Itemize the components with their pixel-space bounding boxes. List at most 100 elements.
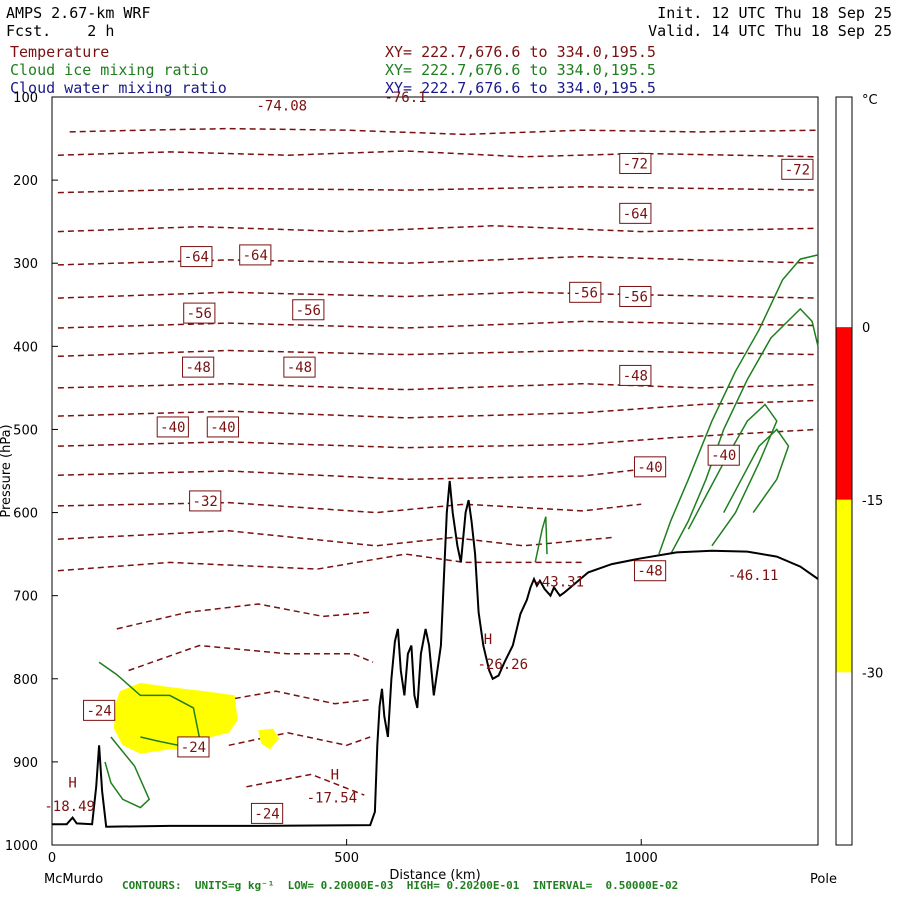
temperature-contour-8 <box>57 349 819 358</box>
temperature-contour-17 <box>128 644 374 672</box>
temperature-label-2: -76.1 <box>384 90 426 106</box>
x-tick-label-500: 500 <box>334 851 359 866</box>
temperature-contour-3 <box>57 186 819 194</box>
temperature-label-9: -56 <box>296 303 321 319</box>
terrain-surface-line <box>52 480 819 828</box>
field-cloud-ice-xy: XY= 222.7,676.6 to 334.0,195.5 <box>385 61 656 79</box>
temperature-contour-13 <box>57 501 642 514</box>
high-label-3: H <box>484 632 492 648</box>
temperature-label-15: -40 <box>160 420 185 436</box>
temperature-label-box-9 <box>292 299 325 321</box>
model-title: AMPS 2.67-km WRF <box>6 4 151 22</box>
cloud-ice-contour-1 <box>98 661 201 747</box>
temperature-contour-10 <box>57 399 819 419</box>
temperature-label-20: -48 <box>637 564 662 580</box>
field-cloud-water-name: Cloud water mixing ratio <box>10 79 227 97</box>
temperature-label-5: -64 <box>184 250 209 266</box>
temperature-contour-14 <box>57 530 612 547</box>
temperature-contour-4 <box>57 225 819 233</box>
valid-time: Valid. 14 UTC Thu 18 Sep 25 <box>648 22 892 40</box>
y-tick-label-300: 300 <box>13 257 38 272</box>
temperature-label-box-26 <box>250 802 284 824</box>
temperature-label-box-12 <box>182 356 215 378</box>
cloud-ice-contour-5 <box>670 307 819 555</box>
temperature-label-box-10 <box>569 281 602 303</box>
temperature-label-box-14 <box>619 364 652 386</box>
colorbar-unit: °C <box>862 93 878 108</box>
field-temperature-xy: XY= 222.7,676.6 to 334.0,195.5 <box>385 43 656 61</box>
y-tick-label-100: 100 <box>13 91 38 106</box>
temperature-label-27: -17.54 <box>307 791 358 807</box>
high-label-1: H <box>68 776 76 792</box>
colorbar-band-4 <box>836 672 852 845</box>
cloud-ice-contour-6 <box>687 403 778 547</box>
colorbar-tick-0: 0 <box>862 321 870 336</box>
temperature-label-21: -46.11 <box>728 568 779 584</box>
temperature-label-box-24 <box>83 699 116 721</box>
cloud-ice-contour-2 <box>104 736 151 809</box>
temperature-label-24: -24 <box>86 703 111 719</box>
colorbar-band-3 <box>836 499 852 673</box>
plot-frame <box>51 96 819 846</box>
temperature-label-box-18 <box>633 456 667 478</box>
colorbar-band-2 <box>836 327 852 500</box>
y-tick-label-800: 800 <box>13 673 38 688</box>
x-left-endpoint-label: McMurdo <box>44 872 103 887</box>
temperature-contour-12 <box>57 468 642 481</box>
y-tick-label-600: 600 <box>13 507 38 522</box>
temperature-label-6: -64 <box>243 248 268 264</box>
temperature-contour-19 <box>228 732 371 747</box>
temperature-label-23: -26.26 <box>477 657 528 673</box>
temperature-label-10: -56 <box>573 285 598 301</box>
temperature-label-1: -74.08 <box>257 98 308 114</box>
temperature-label-box-8 <box>183 302 216 324</box>
temperature-label-19: -32 <box>193 494 218 510</box>
y-tick-label-1000: 1000 <box>5 839 38 854</box>
temperature-label-box-19 <box>189 490 222 512</box>
temperature-label-11: -56 <box>623 289 648 305</box>
temperature-label-box-15 <box>156 416 189 438</box>
cloud-ice-contour-7 <box>723 428 790 514</box>
temperature-label-box-7 <box>619 202 652 224</box>
y-tick-label-400: 400 <box>13 340 38 355</box>
temperature-label-box-17 <box>707 444 740 466</box>
temperature-contour-11 <box>57 428 819 449</box>
field-cloud-ice-name: Cloud ice mixing ratio <box>10 61 209 79</box>
temperature-label-17: -40 <box>711 448 736 464</box>
y-axis-label: Pressure (hPa) <box>0 424 14 517</box>
temperature-label-box-4 <box>781 158 814 180</box>
temperature-label-16: -40 <box>210 420 235 436</box>
temperature-contour-6 <box>57 291 819 299</box>
temperature-label-box-5 <box>180 246 213 268</box>
temperature-contour-9 <box>57 382 819 391</box>
temperature-contour-15 <box>57 553 583 572</box>
x-tick-label-1000: 1000 <box>625 851 658 866</box>
temperature-label-28: -18.49 <box>44 799 95 815</box>
colorbar-tick--30: -30 <box>862 666 883 681</box>
temperature-label-box-11 <box>619 285 652 307</box>
temperature-label-14: -48 <box>623 368 648 384</box>
x-right-endpoint-label: Pole <box>810 872 837 887</box>
temperature-label-box-3 <box>619 152 652 174</box>
temperature-label-22: -43.31 <box>533 575 584 591</box>
temperature-label-18: -40 <box>637 460 662 476</box>
temperature-contour-2 <box>57 150 819 158</box>
temperature-label-12: -48 <box>185 360 210 376</box>
init-time: Init. 12 UTC Thu 18 Sep 25 <box>657 4 892 22</box>
cloud-ice-contour-3 <box>534 516 548 563</box>
y-tick-label-700: 700 <box>13 590 38 605</box>
temperature-shaded-region <box>113 682 238 754</box>
temperature-label-3: -72 <box>623 156 648 172</box>
high-label-2: H <box>331 767 339 783</box>
temperature-contour-1 <box>69 127 819 136</box>
temperature-shaded-region-small <box>258 728 279 750</box>
colorbar-frame <box>835 96 853 846</box>
temperature-label-box-20 <box>633 560 667 582</box>
y-tick-label-500: 500 <box>13 423 38 438</box>
field-temperature-name: Temperature <box>10 43 110 61</box>
temperature-label-26: -24 <box>254 806 279 822</box>
temperature-label-25: -24 <box>181 740 206 756</box>
temperature-label-4: -72 <box>785 162 810 178</box>
forecast-hour: Fcst. 2 h <box>6 22 115 40</box>
